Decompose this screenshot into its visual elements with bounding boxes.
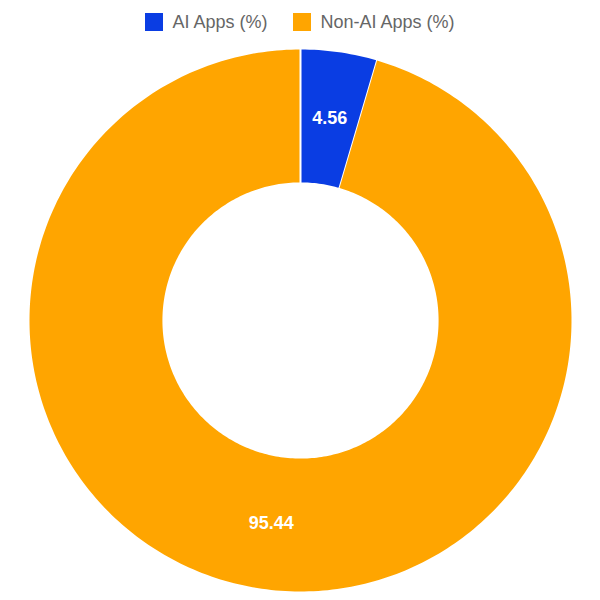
svg-text:4.56: 4.56 <box>312 108 347 128</box>
html-text:Non-AI Apps (%): Non-AI Apps (%) <box>320 11 455 32</box>
svg-text:95.44: 95.44 <box>249 513 294 533</box>
html-text:AI Apps (%): AI Apps (%) <box>172 11 268 32</box>
